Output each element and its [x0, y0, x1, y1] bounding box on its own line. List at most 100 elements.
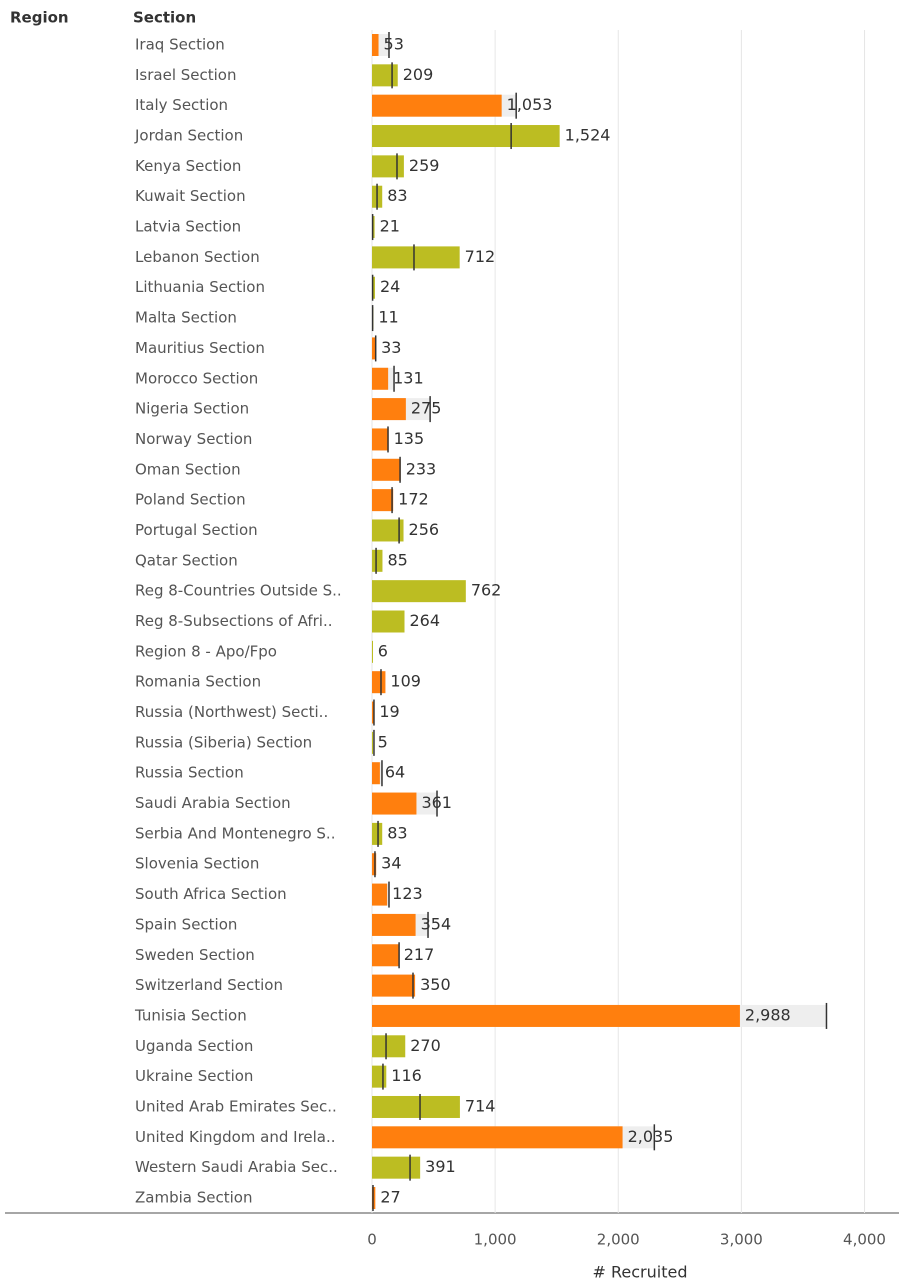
bar: [372, 94, 502, 117]
bar: [372, 155, 404, 178]
category-label: Kenya Section: [135, 157, 241, 175]
category-label: Norway Section: [135, 430, 252, 448]
bar: [372, 822, 383, 845]
bar: [372, 1095, 460, 1118]
category-label: Slovenia Section: [135, 855, 259, 873]
category-label: Kuwait Section: [135, 187, 246, 205]
value-label: 53: [384, 35, 404, 54]
category-label: Italy Section: [135, 96, 228, 114]
category-label: Zambia Section: [135, 1189, 252, 1207]
value-label: 264: [410, 611, 441, 630]
value-label: 2,035: [628, 1127, 674, 1146]
bar: [372, 913, 416, 936]
bar: [372, 549, 383, 572]
header: Section: [133, 9, 196, 27]
value-label: 83: [387, 186, 407, 205]
value-label: 5: [378, 732, 388, 751]
value-label: 116: [391, 1066, 422, 1085]
category-label: Lebanon Section: [135, 248, 260, 266]
value-label: 83: [387, 823, 407, 842]
bar: [372, 671, 386, 694]
bar: [372, 1004, 740, 1027]
header: Region: [10, 9, 69, 27]
value-label: 24: [380, 277, 400, 296]
value-label: 135: [394, 429, 425, 448]
category-label: Morocco Section: [135, 369, 258, 387]
bar: [372, 792, 417, 815]
value-label: 64: [385, 763, 405, 782]
category-label: Mauritius Section: [135, 339, 265, 357]
category-label: Romania Section: [135, 673, 261, 691]
category-label: Region 8 - Apo/Fpo: [135, 642, 277, 660]
category-label: Ukraine Section: [135, 1067, 253, 1085]
value-label: 19: [379, 702, 399, 721]
x-tick-label: 4,000: [843, 1231, 886, 1249]
category-label: Russia Section: [135, 764, 244, 782]
category-label: South Africa Section: [135, 885, 287, 903]
bar: [372, 276, 375, 299]
category-label: United Kingdom and Irela..: [135, 1128, 336, 1146]
category-label: Russia (Northwest) Secti..: [135, 703, 328, 721]
category-label: Lithuania Section: [135, 278, 265, 296]
value-label: 361: [421, 793, 452, 812]
category-label: Reg 8-Countries Outside S..: [135, 582, 342, 600]
value-label: 270: [410, 1036, 441, 1055]
value-label: 33: [381, 338, 401, 357]
category-label: Nigeria Section: [135, 400, 249, 418]
category-label: Western Saudi Arabia Sec..: [135, 1158, 338, 1176]
value-label: 354: [421, 914, 452, 933]
bar: [372, 1156, 421, 1179]
bar: [372, 398, 406, 421]
value-label: 172: [398, 490, 429, 509]
value-label: 233: [406, 459, 437, 478]
bar: [372, 1035, 406, 1058]
category-label: Spain Section: [135, 915, 237, 933]
category-label: United Arab Emirates Sec..: [135, 1097, 337, 1115]
bar: [372, 944, 399, 967]
category-label: Serbia And Montenegro S..: [135, 824, 335, 842]
category-label: Portugal Section: [135, 521, 258, 539]
value-label: 712: [465, 247, 496, 266]
category-label: Russia (Siberia) Section: [135, 733, 312, 751]
value-label: 209: [403, 65, 434, 84]
value-label: 714: [465, 1096, 496, 1115]
bar: [372, 974, 416, 997]
value-label: 85: [387, 550, 407, 569]
x-tick-label: 1,000: [474, 1231, 517, 1249]
x-tick-label: 2,000: [597, 1231, 640, 1249]
value-label: 21: [380, 217, 400, 236]
value-label: 6: [378, 641, 388, 660]
bar: [372, 762, 380, 785]
category-label: Switzerland Section: [135, 976, 283, 994]
bar: [372, 428, 389, 451]
category-label: Israel Section: [135, 66, 237, 84]
bar: [372, 640, 373, 663]
value-label: 131: [393, 368, 424, 387]
value-label: 259: [409, 156, 440, 175]
bar: [372, 367, 389, 390]
value-label: 217: [404, 945, 435, 964]
category-label: Malta Section: [135, 309, 237, 327]
bar: [372, 34, 379, 56]
value-label: 123: [392, 884, 423, 903]
x-axis-title: # Recruited: [593, 1263, 688, 1282]
bar: [372, 580, 466, 603]
category-label: Uganda Section: [135, 1037, 253, 1055]
category-label: Jordan Section: [134, 127, 243, 145]
category-label: Saudi Arabia Section: [135, 794, 291, 812]
value-label: 391: [425, 1157, 456, 1176]
bar: [372, 337, 377, 360]
category-label: Iraq Section: [135, 36, 225, 54]
category-label: Sweden Section: [135, 946, 255, 964]
value-label: 275: [411, 399, 442, 418]
value-label: 256: [409, 520, 440, 539]
bar: [372, 519, 404, 542]
bar: [372, 458, 401, 481]
value-label: 27: [380, 1188, 400, 1207]
bar: [372, 489, 394, 512]
category-label: Latvia Section: [135, 218, 241, 236]
bar: [372, 853, 377, 876]
bar: [372, 125, 560, 148]
